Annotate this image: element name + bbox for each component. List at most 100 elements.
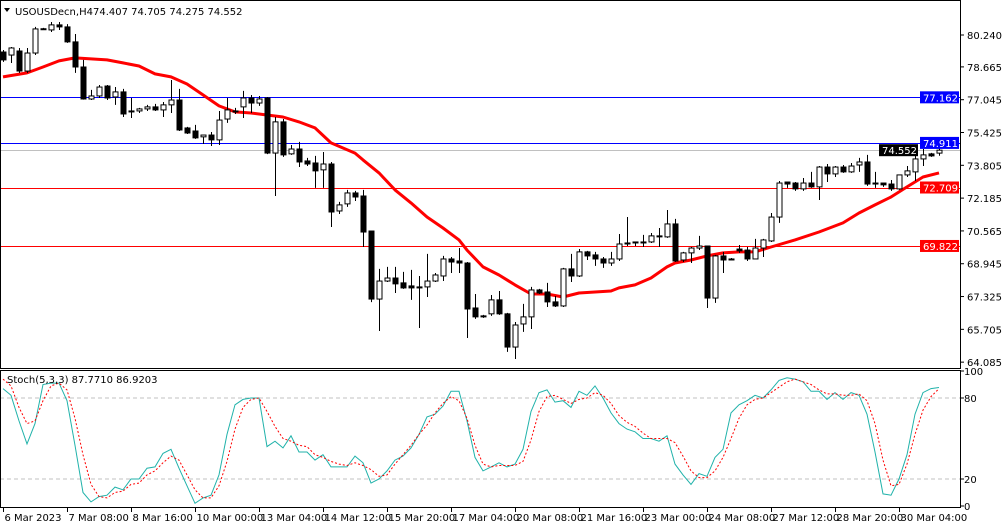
stoch-tick-label: 80 bbox=[964, 394, 977, 405]
candle-body-bear bbox=[736, 248, 743, 252]
candle bbox=[112, 87, 119, 105]
candle bbox=[624, 217, 631, 247]
candle bbox=[432, 272, 439, 283]
candle bbox=[16, 47, 23, 73]
candle-body-bull bbox=[752, 247, 759, 260]
candle-body-bear bbox=[792, 182, 799, 190]
price-tick-label: 77.045 bbox=[967, 96, 1002, 107]
candle bbox=[200, 134, 207, 144]
candle-body-bull bbox=[816, 166, 823, 188]
candle bbox=[152, 103, 159, 111]
candle bbox=[792, 182, 799, 191]
candle-body-bear bbox=[552, 301, 559, 307]
candle-body-bear bbox=[568, 268, 575, 277]
candle bbox=[160, 102, 167, 118]
candle-body-bear bbox=[408, 285, 415, 289]
candle-body-bear bbox=[632, 241, 639, 244]
time-tick-label: 27 Mar 12:00 bbox=[773, 513, 840, 524]
candle bbox=[864, 154, 871, 186]
candle bbox=[648, 233, 655, 243]
candle bbox=[256, 95, 263, 106]
candle-body-bear bbox=[120, 91, 127, 115]
candle bbox=[120, 88, 127, 118]
candle bbox=[72, 33, 79, 73]
candle-body-bull bbox=[344, 192, 351, 205]
candle-body-bear bbox=[584, 251, 591, 257]
candle-body-bull bbox=[168, 99, 175, 106]
candle-body-bull bbox=[664, 223, 671, 238]
candle bbox=[912, 154, 919, 182]
candle-body-bull bbox=[680, 252, 687, 261]
candle bbox=[424, 253, 431, 298]
candle bbox=[560, 267, 567, 307]
candle-body-bull bbox=[520, 316, 527, 325]
candle bbox=[400, 271, 407, 289]
time-tick-label: 7 Mar 08:00 bbox=[69, 513, 129, 524]
candle-body-bull bbox=[320, 163, 327, 171]
candle bbox=[592, 251, 599, 266]
candle-body-bull bbox=[904, 170, 911, 176]
candle-body-bull bbox=[576, 251, 583, 277]
candle bbox=[240, 90, 247, 119]
time-tick-label: 23 Mar 00:00 bbox=[645, 513, 712, 524]
time-tick-label: 20 Mar 08:00 bbox=[517, 513, 584, 524]
candle-body-bear bbox=[208, 134, 215, 141]
candle bbox=[888, 179, 895, 191]
candle bbox=[896, 174, 903, 190]
candle bbox=[272, 117, 279, 196]
candle-body-bear bbox=[16, 50, 23, 72]
candle-body-bear bbox=[416, 286, 423, 289]
candle-body-bear bbox=[152, 106, 159, 111]
candle bbox=[512, 321, 519, 359]
candle-body-bear bbox=[56, 24, 63, 28]
candle-body-bear bbox=[264, 97, 271, 154]
time-tick-label: 30 Mar 04:00 bbox=[901, 513, 968, 524]
stoch-tick-label: 100 bbox=[964, 367, 983, 378]
price-axis: 80.240 78.665 77.045 75.425 73.805 72.185 70.5… bbox=[960, 31, 1002, 369]
stoch-d-line bbox=[2, 378, 940, 499]
candle bbox=[336, 201, 343, 215]
candle-body-bear bbox=[104, 85, 111, 99]
candle bbox=[144, 104, 151, 111]
triangle-down-icon[interactable] bbox=[4, 8, 10, 12]
candle-body-bear bbox=[296, 148, 303, 163]
candle bbox=[448, 256, 455, 273]
price-tick-label: 67.325 bbox=[967, 293, 1002, 304]
candle-body-bear bbox=[80, 66, 87, 100]
candle bbox=[80, 59, 87, 100]
candles bbox=[1, 22, 943, 359]
chart-header: USOUSDecn,H4 74.407 74.705 74.275 74.552… bbox=[4, 7, 243, 386]
candle-body-bull bbox=[760, 239, 767, 249]
candle bbox=[696, 235, 703, 251]
candle bbox=[416, 275, 423, 329]
candle bbox=[528, 286, 535, 330]
candle bbox=[736, 244, 743, 253]
candle bbox=[656, 227, 663, 248]
time-tick-label: 24 Mar 08:00 bbox=[709, 513, 776, 524]
candle-body-bull bbox=[376, 280, 383, 300]
candle-body-bull bbox=[240, 97, 247, 108]
candle bbox=[208, 131, 215, 146]
candle bbox=[776, 181, 783, 223]
candle-body-bull bbox=[288, 148, 295, 155]
candle bbox=[384, 266, 391, 283]
candle bbox=[488, 295, 495, 316]
candle bbox=[136, 107, 143, 113]
price-tick-label: 73.805 bbox=[967, 161, 1002, 172]
candle-body-bear bbox=[176, 99, 183, 131]
candle bbox=[392, 266, 399, 293]
horizontal-levels bbox=[1, 97, 960, 247]
level-price-label: 69.822 bbox=[923, 242, 958, 253]
candle-body-bear bbox=[128, 110, 135, 113]
candle-body-bear bbox=[360, 195, 367, 233]
candle-body-bull bbox=[200, 134, 207, 138]
candle bbox=[760, 238, 767, 257]
candle bbox=[40, 27, 47, 31]
level-price-label-box bbox=[920, 181, 959, 194]
candle-body-bear bbox=[808, 182, 815, 188]
time-axis: 6 Mar 2023 7 Mar 08:00 8 Mar 16:00 10 Mar 0… bbox=[3, 508, 968, 524]
stoch-axis: 100 80 20 0 bbox=[960, 367, 983, 513]
candle bbox=[712, 254, 719, 303]
candle bbox=[536, 288, 543, 294]
